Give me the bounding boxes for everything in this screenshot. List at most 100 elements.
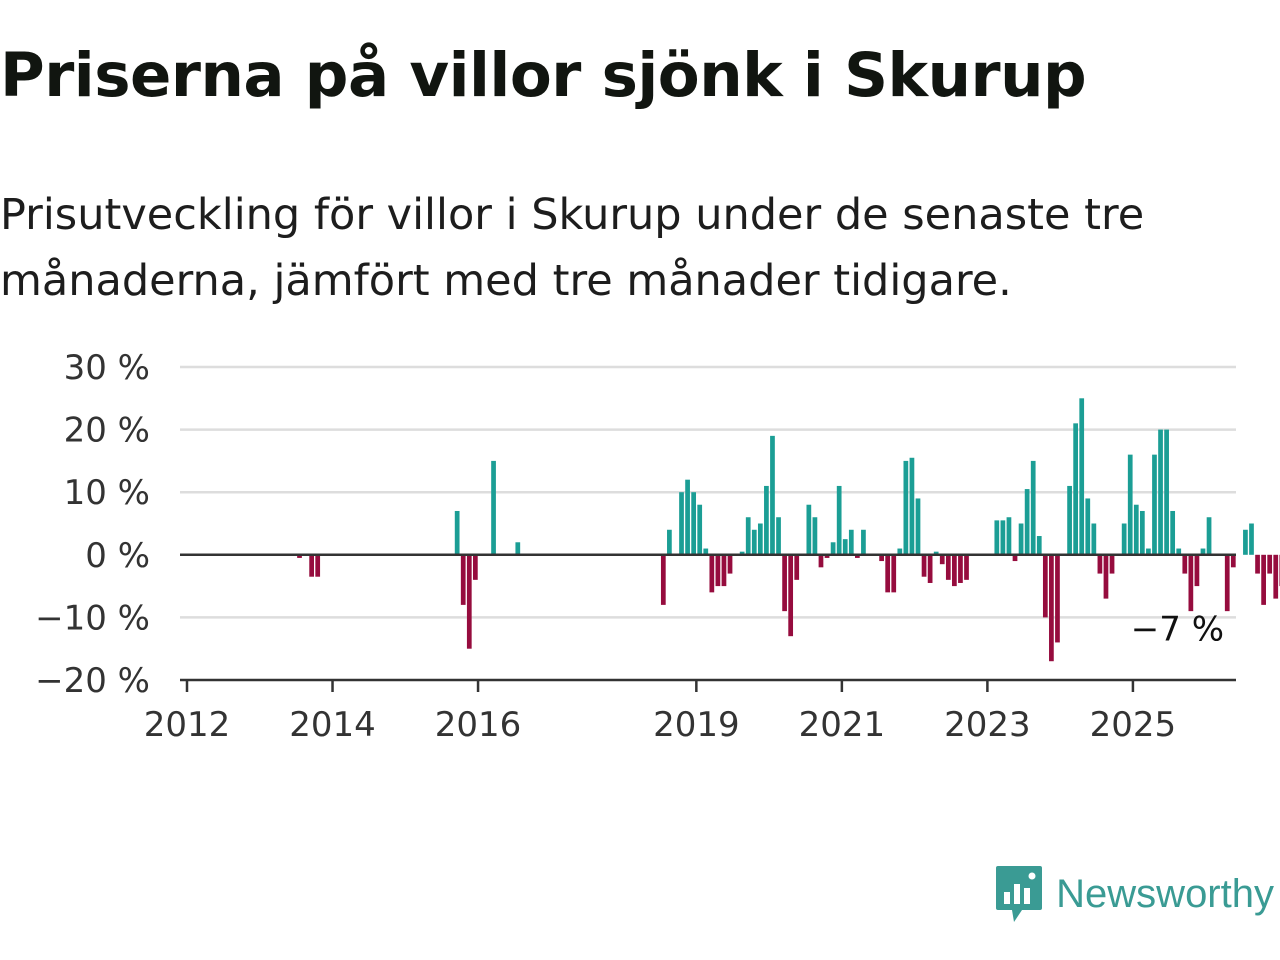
bar xyxy=(660,554,666,605)
bar xyxy=(466,554,472,649)
y-tick-label: 30 % xyxy=(64,348,150,388)
bar xyxy=(1012,554,1018,562)
bar xyxy=(309,554,315,577)
bar-chart: 30 % 20 % 10 % 0 % −10 % −20 %2012 2014 2016 201… xyxy=(35,348,1280,745)
x-tick-label: 2014 xyxy=(289,705,376,745)
y-tick-label: 20 % xyxy=(64,411,150,451)
bar xyxy=(770,435,775,555)
bar xyxy=(836,485,842,555)
bar xyxy=(830,542,836,555)
bar xyxy=(927,554,933,583)
bar xyxy=(776,517,781,555)
x-tick-label: 2016 xyxy=(435,705,522,745)
bar xyxy=(903,460,909,555)
bar xyxy=(915,498,921,555)
bar xyxy=(794,554,800,580)
bar xyxy=(460,554,466,605)
bar xyxy=(1188,554,1194,612)
bar xyxy=(1067,485,1072,555)
last-value-label: −7 % xyxy=(1131,610,1224,650)
bar xyxy=(1097,554,1103,574)
bar xyxy=(745,517,751,555)
bar xyxy=(879,554,884,562)
bar xyxy=(1139,510,1145,555)
bar xyxy=(885,554,891,593)
bar xyxy=(454,510,460,555)
bar xyxy=(909,457,915,555)
y-tick-label: −20 % xyxy=(35,661,150,701)
bar xyxy=(1055,554,1060,643)
bar xyxy=(1206,517,1212,555)
bar xyxy=(842,539,848,555)
brand-name: Newsworthy xyxy=(1056,871,1274,916)
bar xyxy=(1073,423,1079,555)
bar xyxy=(854,554,860,558)
bar xyxy=(315,554,321,577)
bar xyxy=(1170,510,1176,555)
bar xyxy=(1079,398,1085,555)
bar xyxy=(1006,517,1012,555)
bar xyxy=(939,554,945,565)
bar xyxy=(861,529,866,555)
bar xyxy=(1267,554,1273,574)
bar xyxy=(1036,536,1042,555)
y-tick-label: −10 % xyxy=(35,598,150,638)
gridlines xyxy=(180,365,1236,619)
bar xyxy=(897,548,903,555)
bar xyxy=(1091,523,1097,555)
bar xyxy=(1103,554,1109,599)
x-tick-label: 2025 xyxy=(1090,705,1177,745)
bar xyxy=(515,542,521,555)
bar xyxy=(1176,548,1182,555)
bar xyxy=(721,554,727,587)
bar xyxy=(1049,554,1054,662)
bar xyxy=(1194,554,1200,587)
bar xyxy=(848,529,854,555)
bar xyxy=(1261,554,1266,605)
bar xyxy=(958,554,963,583)
bar xyxy=(891,554,897,593)
bar xyxy=(1273,554,1279,599)
bar xyxy=(945,554,951,580)
bar xyxy=(818,554,824,568)
newsworthy-logo-icon xyxy=(996,866,1043,922)
bar xyxy=(1109,554,1115,574)
bar xyxy=(1249,523,1254,555)
bar xyxy=(1000,520,1006,555)
bar xyxy=(679,492,684,555)
bar xyxy=(788,554,794,637)
chart-subtitle: Prisutveckling för villor i Skurup under… xyxy=(0,190,1145,306)
bar xyxy=(491,460,496,555)
y-tick-label: 10 % xyxy=(64,473,150,513)
bar xyxy=(757,523,763,555)
x-tick-label: 2012 xyxy=(144,705,231,745)
bar xyxy=(782,554,787,612)
bar xyxy=(739,551,745,555)
bar xyxy=(764,485,769,555)
bar xyxy=(1255,554,1260,574)
bar xyxy=(933,551,939,555)
bar xyxy=(952,554,957,587)
bar xyxy=(1224,554,1230,612)
bar xyxy=(1243,529,1248,555)
x-tick-label: 2019 xyxy=(653,705,740,745)
bar xyxy=(297,554,302,558)
bar xyxy=(1024,489,1030,555)
bars xyxy=(297,398,1280,662)
bar xyxy=(751,529,757,555)
bar xyxy=(1085,498,1091,555)
bar xyxy=(1200,548,1206,555)
bar xyxy=(1152,454,1157,555)
bar xyxy=(709,554,715,593)
bar xyxy=(1146,548,1151,555)
x-tick-label: 2023 xyxy=(944,705,1031,745)
bar xyxy=(1042,554,1048,618)
bar xyxy=(1158,429,1163,555)
bar xyxy=(691,492,697,555)
bar xyxy=(1121,523,1127,555)
bar xyxy=(727,554,733,574)
bar xyxy=(1164,429,1169,555)
bar xyxy=(1133,504,1139,555)
bar xyxy=(806,504,812,555)
newsworthy-brand[interactable]: Newsworthy xyxy=(994,864,1274,924)
